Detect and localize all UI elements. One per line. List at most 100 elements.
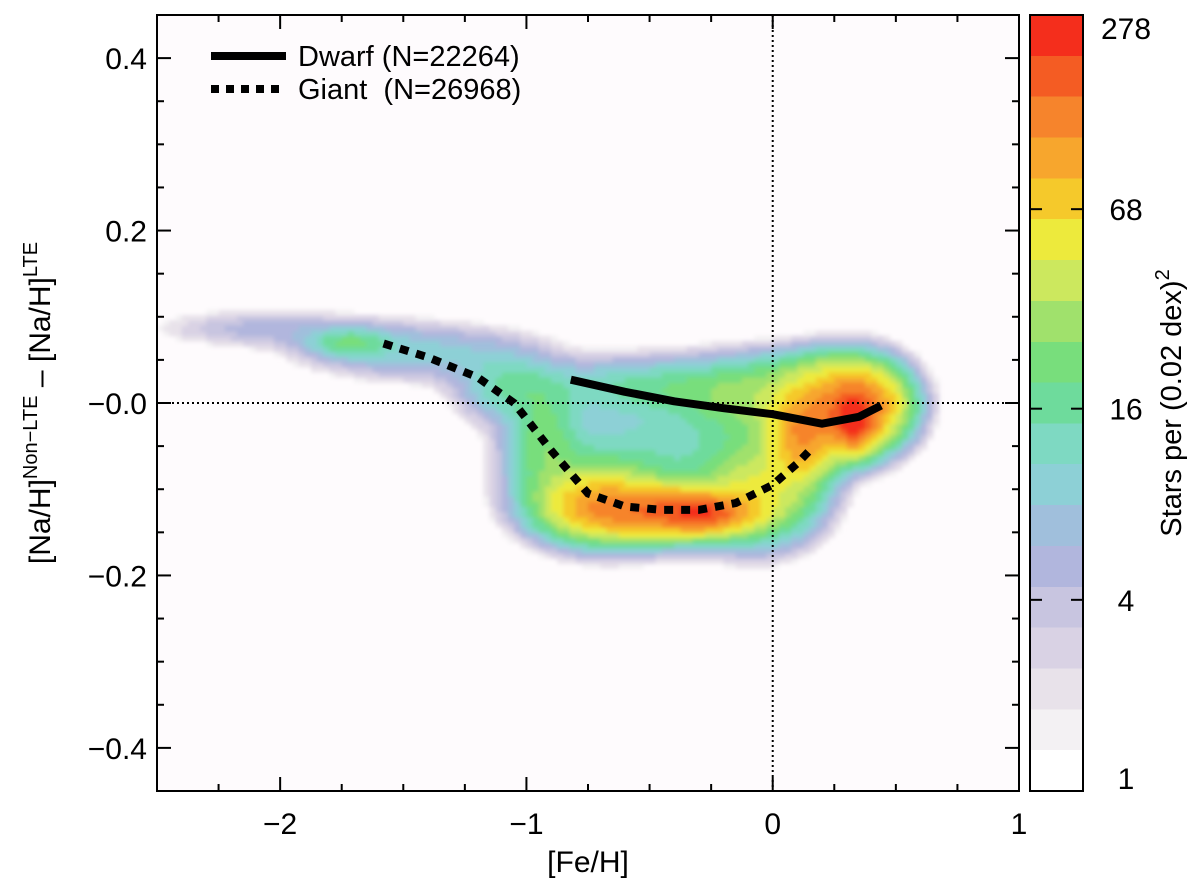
density-cell <box>735 521 743 528</box>
density-cell <box>834 506 842 513</box>
density-cell <box>754 439 761 445</box>
density-cell <box>828 485 835 492</box>
density-cell <box>791 480 798 487</box>
density-cell <box>803 346 811 352</box>
density-cell <box>575 361 583 368</box>
density-cell <box>772 428 780 435</box>
density-cell <box>649 475 657 482</box>
density-cell <box>834 382 842 389</box>
density-cell <box>292 356 300 363</box>
density-cell <box>464 325 472 332</box>
density-cell <box>501 516 509 523</box>
density-cell <box>692 501 700 508</box>
density-cell <box>532 351 540 358</box>
density-cell <box>594 377 601 383</box>
density-cell <box>883 403 891 409</box>
density-cell <box>594 413 601 420</box>
density-cell <box>618 408 626 414</box>
density-cell <box>624 496 632 502</box>
density-cell <box>655 516 663 523</box>
density-cell <box>483 475 491 482</box>
density-cell <box>735 459 743 466</box>
density-cell <box>717 434 725 440</box>
density-cell <box>575 413 583 420</box>
density-cell <box>557 527 564 533</box>
density-cell <box>692 423 700 430</box>
density-cell <box>661 387 669 394</box>
density-cell <box>723 366 731 373</box>
density-cell <box>668 423 675 430</box>
density-cell <box>520 454 528 461</box>
density-cell <box>723 527 731 533</box>
density-cell <box>551 465 558 471</box>
density-cell <box>871 434 878 440</box>
density-cell <box>569 423 577 430</box>
density-cell <box>563 382 571 389</box>
density-cell <box>655 403 663 409</box>
density-cell <box>692 413 700 420</box>
density-cell <box>735 366 743 373</box>
density-cell <box>569 454 577 461</box>
density-cell <box>883 366 891 373</box>
density-cell <box>834 403 842 409</box>
density-cell <box>532 542 540 549</box>
density-cell <box>704 506 712 513</box>
density-cell <box>606 475 614 482</box>
density-cell <box>538 454 546 461</box>
density-cell <box>828 532 835 539</box>
density-cell <box>914 408 922 414</box>
density-cell <box>594 387 601 394</box>
density-cell <box>354 377 361 383</box>
density-cell <box>852 418 860 425</box>
density-cell <box>932 387 940 394</box>
density-cell <box>452 330 460 337</box>
density-cell <box>292 320 300 326</box>
density-cell <box>489 356 497 363</box>
density-cell <box>464 335 472 342</box>
density-cell <box>852 397 860 404</box>
density-cell <box>846 377 854 383</box>
density-cell <box>883 439 891 445</box>
density-cell <box>920 408 928 414</box>
density-cell <box>686 511 694 518</box>
density-cell <box>704 454 712 461</box>
density-cell <box>551 542 558 549</box>
density-cell <box>618 459 626 466</box>
density-cell <box>563 501 571 508</box>
density-cell <box>624 382 632 389</box>
density-cell <box>354 371 361 378</box>
density-cell <box>618 553 626 559</box>
density-cell <box>754 547 761 554</box>
density-cell <box>821 387 829 394</box>
density-cell <box>378 315 386 321</box>
density-cell <box>803 527 811 533</box>
density-cell <box>631 532 638 539</box>
density-cell <box>544 418 552 425</box>
density-cell <box>378 351 386 358</box>
density-cell <box>317 330 324 337</box>
density-cell <box>335 330 343 337</box>
density-cell <box>729 459 737 466</box>
density-cell <box>434 330 441 337</box>
density-cell <box>495 403 503 409</box>
density-cell <box>520 387 528 394</box>
density-cell <box>741 511 749 518</box>
density-cell <box>483 335 491 342</box>
density-cell <box>520 506 528 513</box>
density-cell <box>538 537 546 544</box>
density-cell <box>754 449 761 456</box>
density-cell <box>791 361 798 368</box>
density-cell <box>187 315 195 321</box>
density-cell <box>846 382 854 389</box>
density-cell <box>310 366 318 373</box>
density-cell <box>698 423 706 430</box>
density-cell <box>588 387 595 394</box>
density-cell <box>544 434 552 440</box>
density-cell <box>483 485 491 492</box>
density-cell <box>471 346 478 352</box>
density-cell <box>655 506 663 513</box>
density-cell <box>828 459 835 466</box>
density-cell <box>292 330 300 337</box>
density-cell <box>329 320 337 326</box>
density-cell <box>871 428 878 435</box>
